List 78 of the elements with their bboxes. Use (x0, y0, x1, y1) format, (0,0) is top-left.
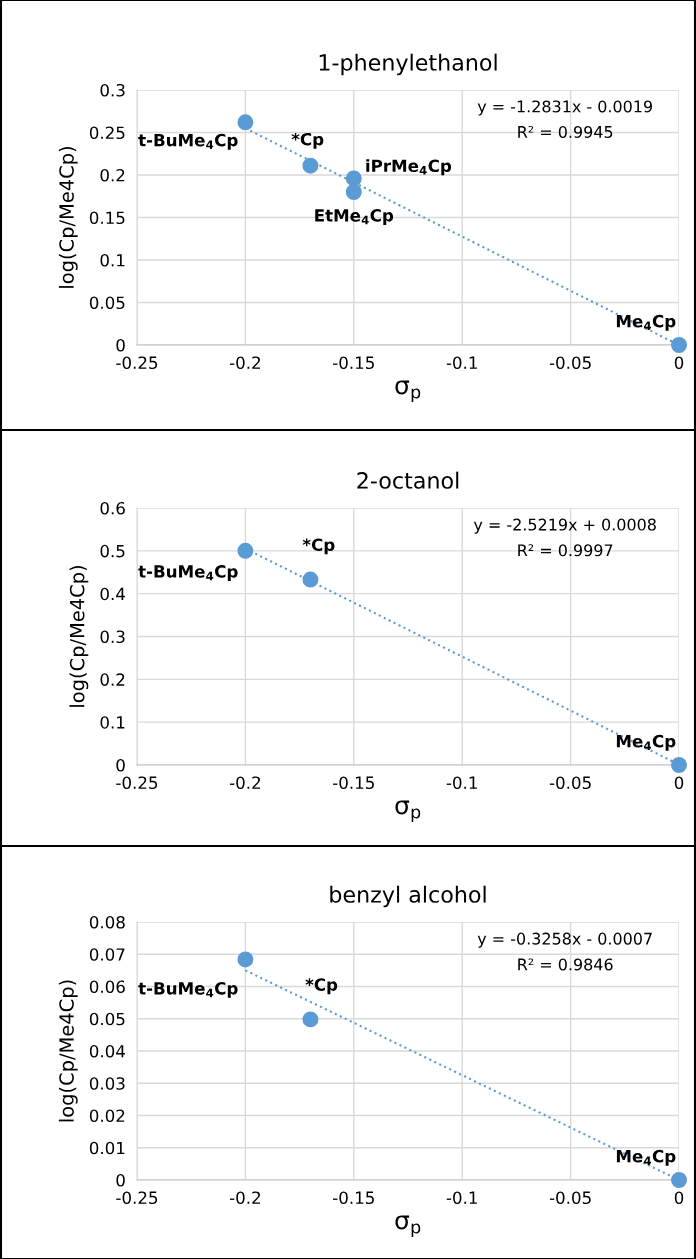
y-tick-label: 0.2 (100, 673, 125, 686)
x-tick-label: -0.05 (549, 776, 591, 790)
y-tick-label: 0.4 (100, 587, 125, 601)
y-tick-label: 0.1 (100, 716, 125, 729)
annotation: *Cp (291, 132, 324, 149)
chart-title: 2-octanol (357, 471, 459, 489)
annotation: *Cp (302, 538, 335, 555)
point (671, 337, 687, 353)
x-tick-label: -0.2 (229, 776, 260, 790)
y-tick-label: 0 (116, 758, 125, 772)
x-tick-label: -0.2 (229, 356, 260, 370)
x-axis-title: σ$_{p}$ (395, 1215, 421, 1237)
annotation: R² = 0.9945 (518, 125, 613, 138)
point (345, 184, 362, 200)
x-tick-label: 0 (674, 776, 684, 790)
y-tick-label: 0 (116, 338, 125, 352)
x-tick-label: -0.1 (446, 356, 477, 370)
y-tick-label: 0.01 (89, 1141, 125, 1155)
x-tick-label: 0 (674, 356, 684, 370)
x-tick-label: -0.15 (333, 776, 374, 790)
y-tick-label: 0.04 (89, 1044, 125, 1058)
chart-title: benzyl alcohol (330, 885, 486, 908)
x-axis-title: σ$_{p}$ (395, 800, 421, 822)
y-tick-label: 0.3 (100, 83, 125, 97)
x-tick-label: -0.15 (333, 356, 374, 370)
y-tick-label: 0.6 (100, 501, 125, 515)
annotation: t-BuMe$_{4}$Cp (138, 133, 238, 150)
annotation: *Cp (305, 978, 338, 995)
y-tick-label: 0.2 (100, 168, 125, 182)
y-tick-label: 0.25 (89, 126, 125, 140)
annotation: y = -2.5219x + 0.0008 (473, 518, 656, 534)
annotation: iPrMe$_{4}$Cp (366, 159, 452, 176)
y-axis-title: log(Cp/Me4Cp) (69, 566, 89, 707)
point (302, 1011, 319, 1028)
point (671, 1172, 687, 1188)
y-tick-label: 0.07 (89, 948, 125, 961)
point (345, 170, 362, 187)
point (302, 157, 319, 174)
x-axis-title: σ$_{p}$ (395, 380, 421, 402)
x-tick-label: -0.15 (333, 1191, 374, 1205)
y-axis-title: log(Cp/Me4Cp) (58, 147, 78, 288)
y-tick-label: 0 (116, 1173, 125, 1187)
y-tick-label: 0.08 (89, 915, 125, 929)
annotation: y = -1.2831x - 0.0019 (477, 100, 653, 116)
x-tick-label: -0.1 (446, 1191, 477, 1205)
x-tick-label: -0.25 (116, 1191, 158, 1205)
point (671, 757, 687, 773)
y-tick-label: 0.1 (100, 253, 125, 267)
x-tick-label: -0.25 (116, 356, 158, 370)
x-tick-label: -0.2 (229, 1191, 260, 1205)
point (302, 571, 319, 588)
annotation: t-BuMe$_{4}$Cp (138, 982, 238, 998)
y-tick-label: 0.5 (100, 544, 125, 558)
x-tick-label: 0 (674, 1191, 684, 1205)
y-tick-label: 0.02 (89, 1109, 125, 1123)
annotation: t-BuMe$_{4}$Cp (138, 565, 238, 581)
y-tick-label: 0.05 (89, 296, 125, 310)
x-tick-label: -0.1 (446, 776, 477, 790)
annotation: R² = 0.9846 (518, 958, 613, 971)
y-tick-label: 0.05 (89, 1012, 125, 1026)
chart-title: 1-phenylethanol (319, 53, 497, 76)
annotation: Me$_{4}$Cp (616, 1149, 676, 1166)
y-tick-label: 0.03 (89, 1077, 125, 1090)
y-tick-label: 0.06 (89, 980, 125, 994)
x-tick-label: -0.05 (549, 356, 591, 370)
annotation: Me$_{4}$Cp (616, 314, 676, 331)
y-tick-label: 0.3 (100, 630, 125, 644)
annotation: R² = 0.9997 (518, 544, 613, 557)
annotation: EtMe$_{4}$Cp (315, 209, 394, 225)
point (237, 951, 254, 968)
y-axis-title: log(Cp/Me4Cp) (58, 980, 78, 1122)
point (237, 542, 254, 559)
point (237, 114, 254, 131)
annotation: y = -0.3258x - 0.0007 (477, 932, 652, 948)
annotation: Me$_{4}$Cp (616, 734, 676, 751)
x-tick-label: -0.05 (549, 1191, 591, 1205)
x-tick-label: -0.25 (116, 776, 158, 790)
y-tick-label: 0.15 (89, 211, 125, 225)
